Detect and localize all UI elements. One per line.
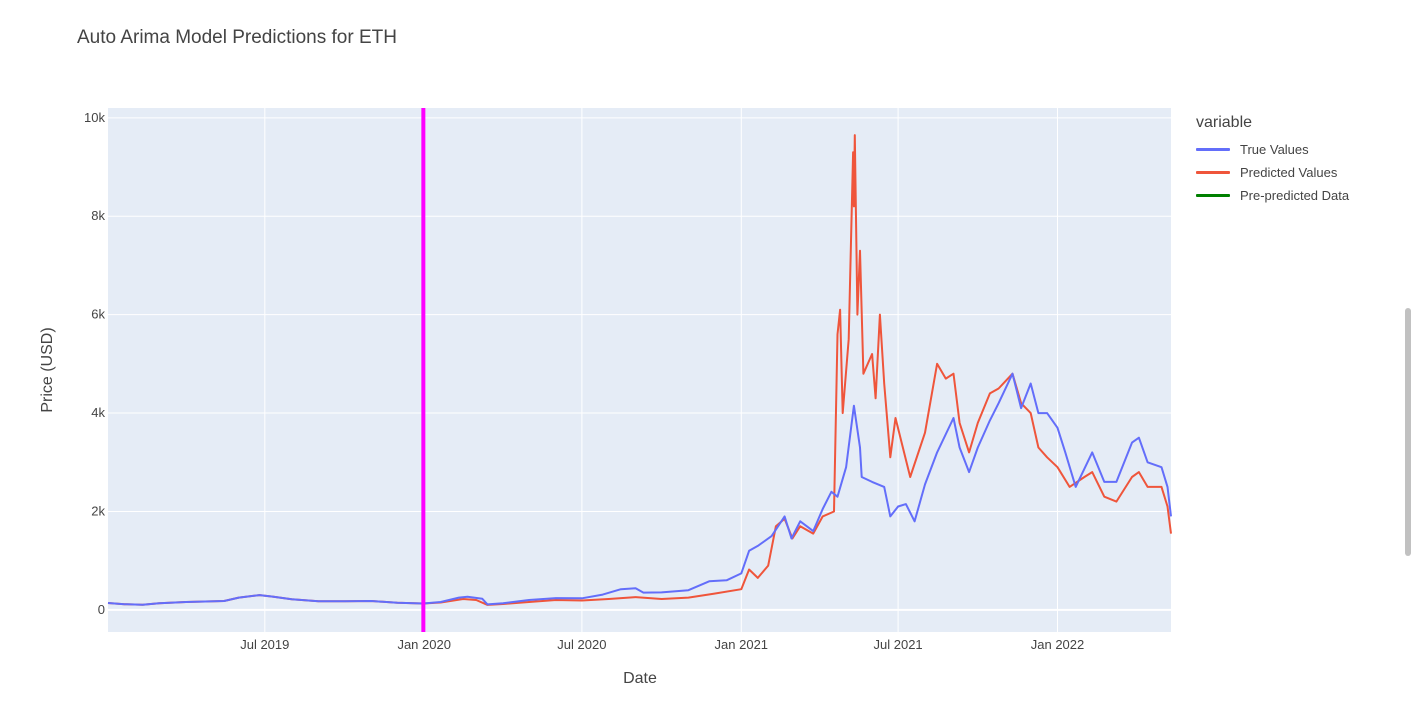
- legend-swatch: [1196, 194, 1230, 197]
- y-axis-label: Price (USD): [39, 327, 56, 412]
- y-tick-label: 4k: [91, 405, 105, 420]
- x-axis-label: Date: [623, 670, 657, 687]
- y-tick-label: 8k: [91, 208, 105, 223]
- y-tick-label: 2k: [91, 503, 105, 518]
- legend-item-true-values[interactable]: True Values: [1196, 138, 1349, 161]
- legend-item-predicted-values[interactable]: Predicted Values: [1196, 161, 1349, 184]
- chart-title: Auto Arima Model Predictions for ETH: [77, 27, 397, 48]
- legend-swatch: [1196, 148, 1230, 151]
- legend-title: variable: [1196, 114, 1253, 131]
- legend-label: True Values: [1240, 142, 1309, 157]
- y-tick-labels: 0 2k 4k 6k 8k 10k: [84, 110, 105, 617]
- x-tick-label: Jul 2019: [240, 637, 289, 652]
- legend-label: Predicted Values: [1240, 165, 1338, 180]
- legend-label: Pre-predicted Data: [1240, 188, 1350, 203]
- legend-swatch: [1196, 171, 1230, 174]
- vertical-scrollbar-thumb[interactable]: [1405, 308, 1411, 556]
- x-tick-label: Jan 2021: [715, 637, 769, 652]
- y-gridlines: [108, 117, 1171, 611]
- x-tick-label: Jan 2022: [1031, 637, 1085, 652]
- legend: variable True Values Predicted Values Pre-…: [1196, 114, 1349, 207]
- series-line-true-values: [107, 372, 1172, 606]
- x-tick-label: Jul 2020: [557, 637, 606, 652]
- y-tick-label: 10k: [84, 110, 105, 125]
- x-tick-label: Jul 2021: [874, 637, 923, 652]
- series-layer: [107, 134, 1172, 606]
- plot-background: [108, 108, 1171, 632]
- y-tick-label: 0: [98, 602, 105, 617]
- y-tick-label: 6k: [91, 307, 105, 322]
- legend-item-pre-predicted-data[interactable]: Pre-predicted Data: [1196, 184, 1349, 207]
- x-tick-labels: Jul 2019 Jan 2020 Jul 2020 Jan 2021 Jul 2021…: [240, 637, 1084, 652]
- x-tick-label: Jan 2020: [397, 637, 451, 652]
